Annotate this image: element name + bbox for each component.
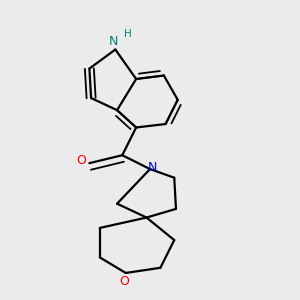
Text: N: N	[109, 35, 118, 48]
Text: H: H	[124, 29, 131, 39]
Text: O: O	[119, 275, 129, 288]
Text: N: N	[148, 161, 158, 174]
Text: O: O	[76, 154, 86, 167]
